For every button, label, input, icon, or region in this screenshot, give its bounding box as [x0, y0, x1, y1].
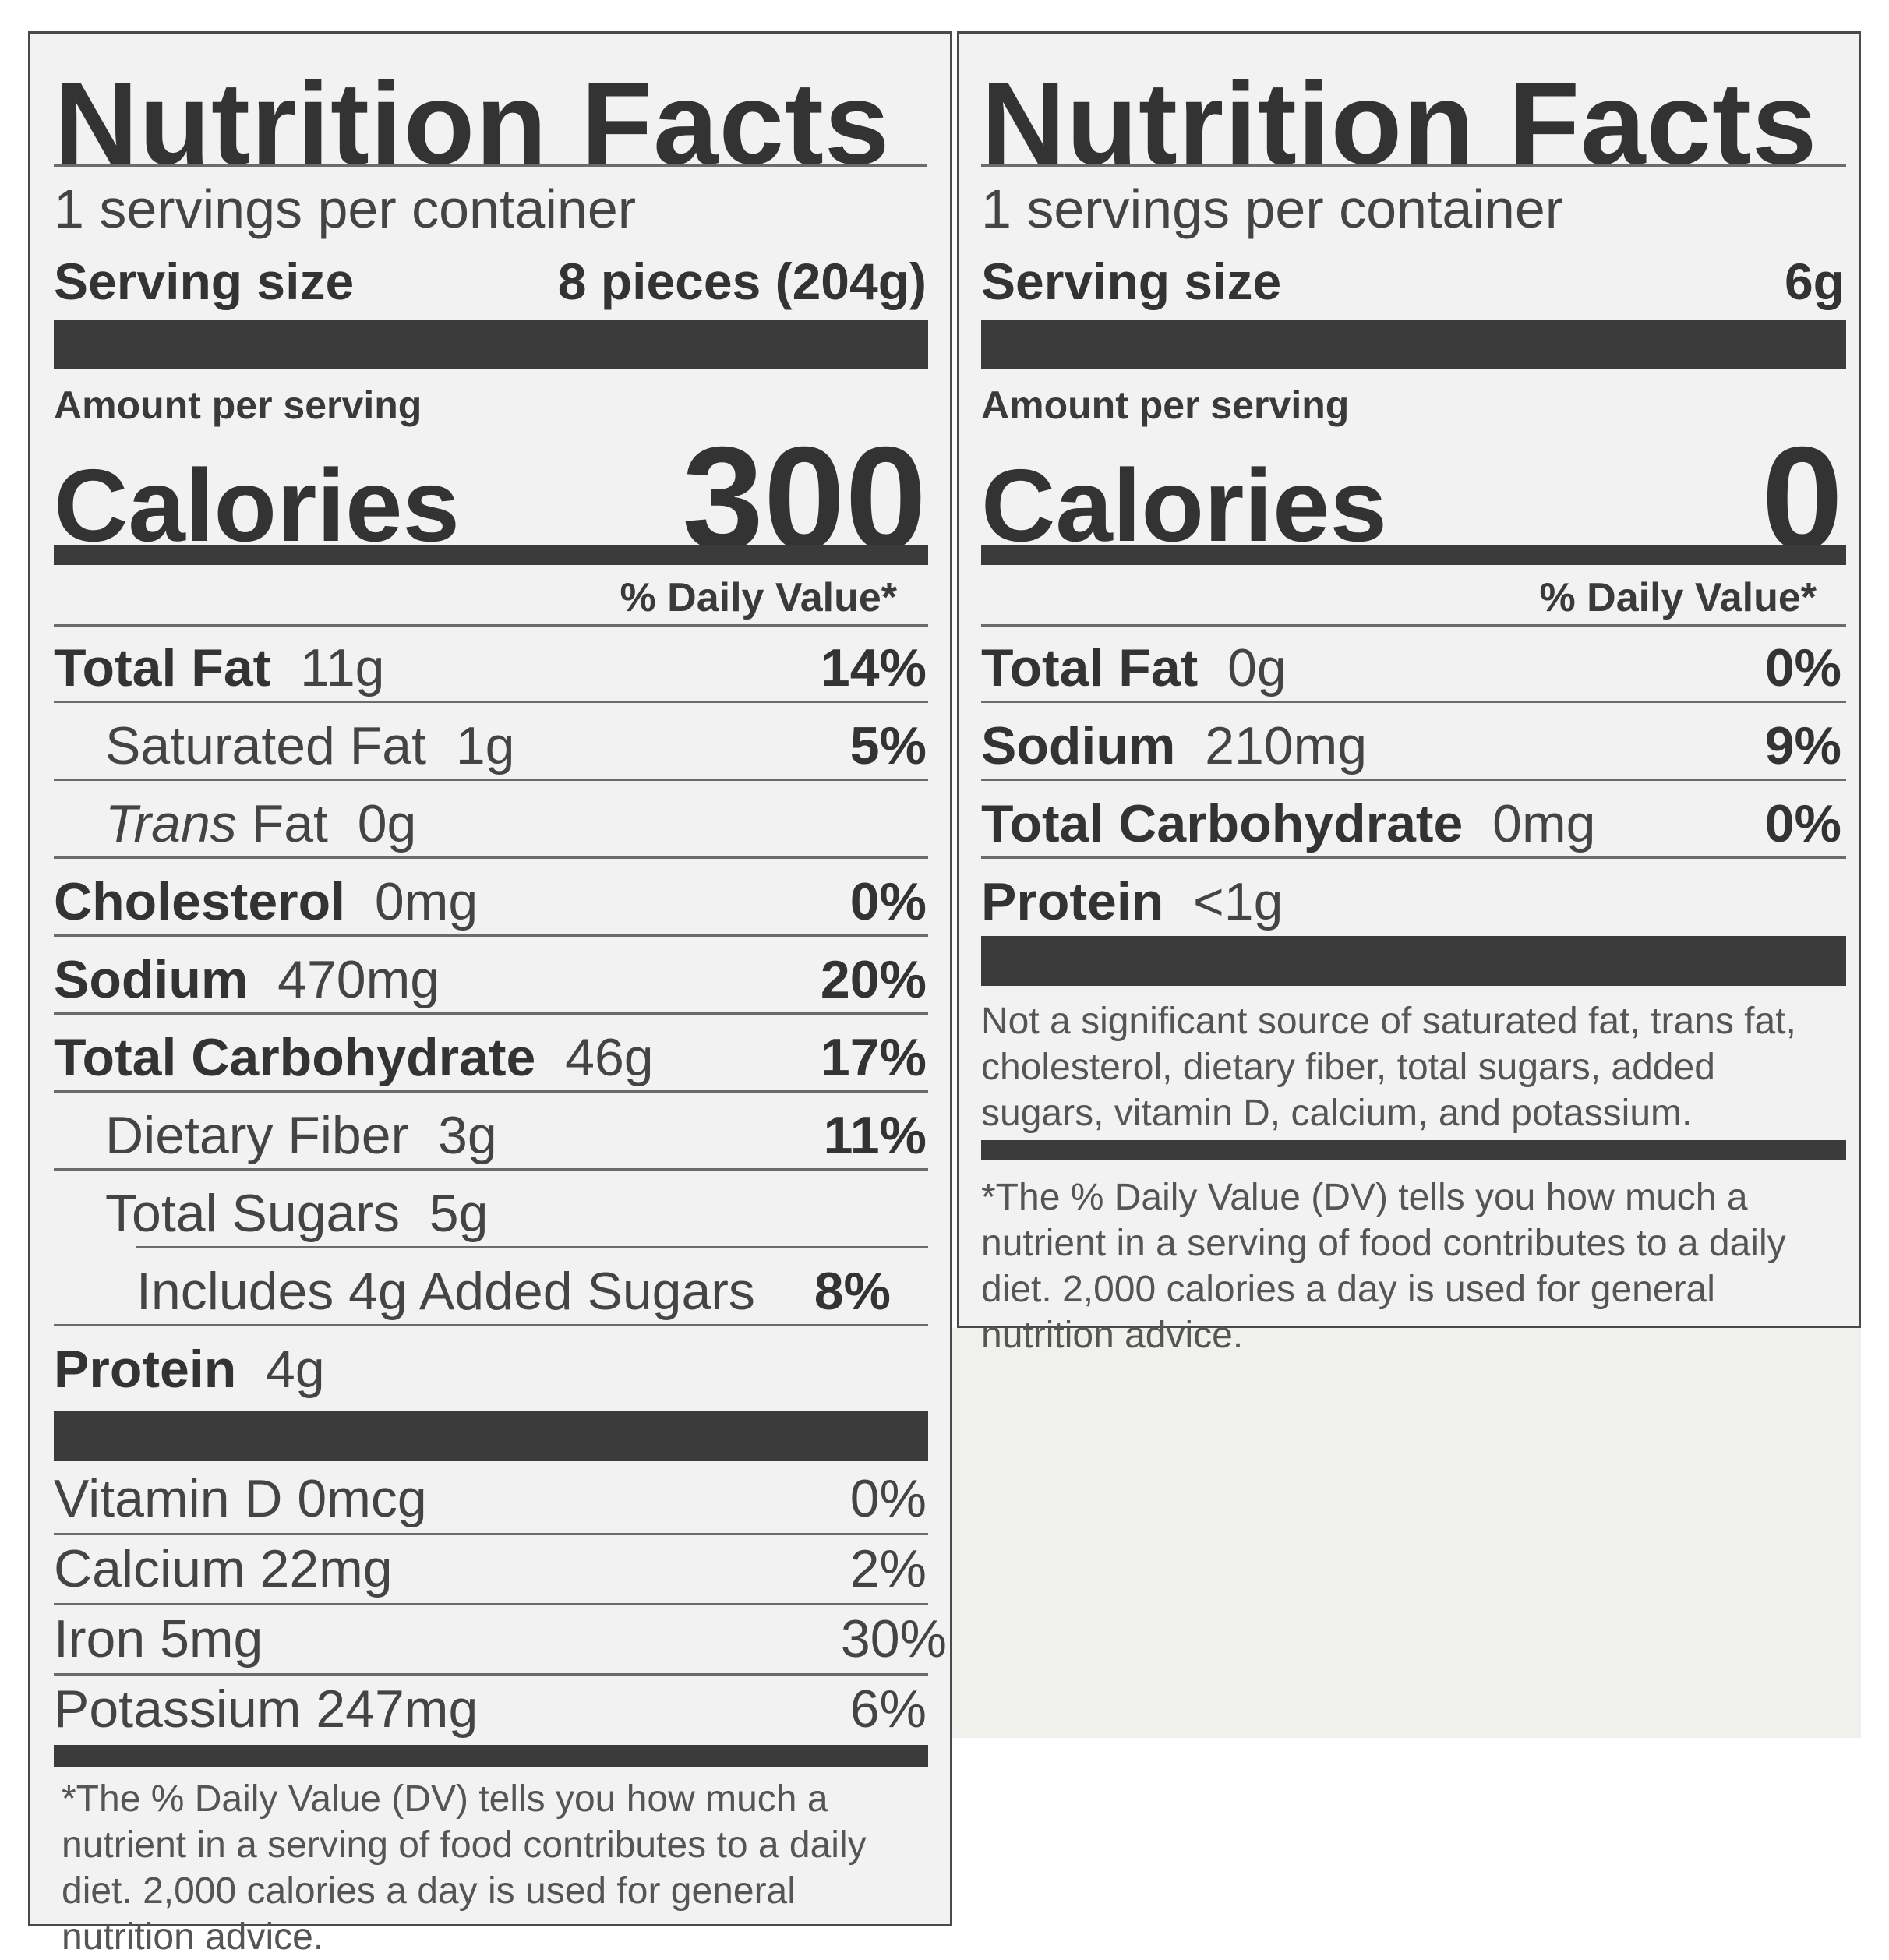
nutrient-row-total-fat: Total Fat 0g	[981, 638, 1287, 697]
divider	[54, 701, 928, 703]
divider	[54, 779, 928, 781]
nutrient-row-total-carbohydrate: Total Carbohydrate 0mg	[981, 794, 1596, 853]
thick-rule	[54, 320, 928, 369]
nutrient-row-total-fat: Total Fat 11g	[54, 638, 385, 697]
medium-rule	[54, 545, 928, 565]
vitamin-row-potassium: Potassium 247mg	[54, 1679, 478, 1739]
nutrition-label-left: Nutrition Facts 1 servings per container…	[28, 31, 952, 1958]
dv-total-fat: 14%	[820, 638, 927, 697]
nutrient-row-protein: Protein <1g	[981, 872, 1283, 931]
dv-saturated-fat: 5%	[849, 716, 927, 775]
nutrient-row-total-carbohydrate: Total Carbohydrate 46g	[54, 1028, 654, 1087]
nutrient-row-sodium: Sodium 470mg	[54, 950, 440, 1009]
nutrient-row-cholesterol: Cholesterol 0mg	[54, 872, 478, 931]
divider	[54, 1673, 928, 1676]
dv-added-sugars: 8%	[814, 1262, 891, 1321]
divider	[54, 934, 928, 937]
dv-cholesterol: 0%	[849, 872, 927, 931]
dv-sodium: 20%	[820, 950, 927, 1009]
vitamin-row-calcium: Calcium 22mg	[54, 1539, 393, 1598]
servings-per-container: 1 servings per container	[54, 178, 637, 239]
dv-vitamin-d: 0%	[849, 1469, 927, 1528]
dv-calcium: 2%	[849, 1539, 927, 1598]
divider	[54, 624, 928, 627]
calories-label: Calories	[54, 448, 460, 563]
divider	[136, 1246, 928, 1248]
divider	[54, 1603, 928, 1605]
divider	[54, 1533, 928, 1535]
servings-per-container: 1 servings per container	[981, 178, 1564, 239]
nutrient-row-added-sugars: Includes 4g Added Sugars	[136, 1262, 755, 1321]
divider	[981, 779, 1846, 781]
calories-label: Calories	[981, 448, 1387, 563]
dv-potassium: 6%	[849, 1679, 927, 1739]
nutrient-row-protein: Protein 4g	[54, 1340, 325, 1399]
label-title: Nutrition Facts	[981, 58, 1818, 189]
divider	[54, 1168, 928, 1171]
daily-value-header: % Daily Value*	[620, 575, 897, 620]
nutrient-row-trans-fat: Trans Fat 0g	[105, 794, 417, 853]
nutrient-row-saturated-fat: Saturated Fat 1g	[105, 716, 515, 775]
dv-iron: 30%	[840, 1609, 947, 1669]
dv-total-carbohydrate: 17%	[820, 1028, 927, 1087]
footnote: *The % Daily Value (DV) tells you how mu…	[981, 1177, 1786, 1357]
daily-value-header: % Daily Value*	[1539, 575, 1817, 620]
serving-size-value: 6g	[1784, 253, 1845, 310]
divider	[54, 164, 927, 167]
divider	[54, 1090, 928, 1093]
vitamin-row-iron: Iron 5mg	[54, 1609, 263, 1669]
amount-per-serving: Amount per serving	[54, 383, 422, 427]
medium-rule	[981, 1140, 1846, 1160]
divider	[981, 856, 1846, 859]
divider	[981, 701, 1846, 703]
thick-rule	[54, 1411, 928, 1461]
serving-size-label: Serving size	[54, 253, 355, 310]
thick-rule	[981, 320, 1846, 369]
not-significant-source-note: Not a significant source of saturated fa…	[981, 1001, 1796, 1135]
serving-size-value: 8 pieces (204g)	[557, 253, 927, 310]
amount-per-serving: Amount per serving	[981, 383, 1350, 427]
divider	[981, 164, 1846, 167]
divider	[981, 624, 1846, 627]
nutrient-row-sodium: Sodium 210mg	[981, 716, 1368, 775]
dv-total-fat: 0%	[1764, 638, 1841, 697]
label-title: Nutrition Facts	[54, 58, 891, 189]
medium-rule	[981, 545, 1846, 565]
divider	[54, 856, 928, 859]
divider	[54, 1324, 928, 1326]
vitamin-row-vitamin-d: Vitamin D 0mcg	[54, 1469, 427, 1528]
dv-sodium: 9%	[1764, 716, 1841, 775]
background-area	[952, 1328, 1861, 1738]
dv-dietary-fiber: 11%	[823, 1106, 927, 1165]
nutrient-row-total-sugars: Total Sugars 5g	[105, 1184, 489, 1243]
dv-total-carbohydrate: 0%	[1764, 794, 1841, 853]
serving-size-label: Serving size	[981, 253, 1282, 310]
nutrition-label-right: Nutrition Facts 1 servings per container…	[957, 31, 1861, 1356]
thick-rule	[981, 936, 1846, 986]
medium-rule	[54, 1745, 928, 1767]
nutrient-row-dietary-fiber: Dietary Fiber 3g	[105, 1106, 497, 1165]
footnote: *The % Daily Value (DV) tells you how mu…	[62, 1778, 867, 1958]
divider	[54, 1012, 928, 1015]
